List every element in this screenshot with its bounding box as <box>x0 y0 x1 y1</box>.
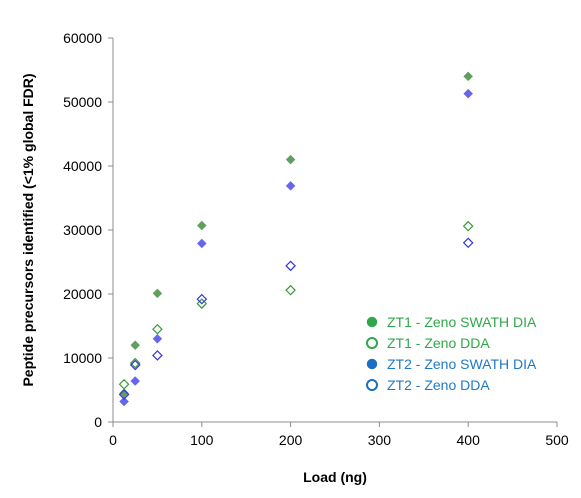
data-point-series-1 <box>130 340 141 351</box>
data-point-series-2 <box>129 357 141 369</box>
data-point-series-4 <box>118 389 130 400</box>
legend-marker <box>366 379 378 391</box>
x-tick-label: 400 <box>457 432 481 448</box>
y-axis-title: Peptide precursors identified (<1% globa… <box>20 73 36 386</box>
data-point-series-4 <box>285 260 296 272</box>
data-point-series-4 <box>152 350 163 361</box>
data-point-series-3 <box>285 180 296 191</box>
legend-label: ZT1 - Zeno DDA <box>387 335 490 351</box>
x-tick-label: 300 <box>368 432 392 448</box>
legend-label: ZT2 - Zeno SWATH DIA <box>387 356 537 372</box>
legend: ZT1 - Zeno SWATH DIA ZT1 - Zeno DDA ZT2 - … <box>366 314 537 393</box>
data-point-series-2 <box>152 323 163 335</box>
data-point-series-2 <box>285 284 296 296</box>
legend-label: ZT1 - Zeno SWATH DIA <box>387 314 537 330</box>
data-point-series-1 <box>285 154 296 165</box>
data-points <box>118 71 474 407</box>
data-point-series-3 <box>196 238 207 249</box>
data-point-series-1 <box>152 288 163 299</box>
x-tick-label: 200 <box>279 432 303 448</box>
x-tick-label: 0 <box>109 432 117 448</box>
y-tick-label: 40000 <box>63 158 102 174</box>
y-tick-label: 0 <box>94 414 102 430</box>
data-point-series-2 <box>462 220 474 232</box>
data-point-series-2 <box>118 378 130 390</box>
y-tick-label: 60000 <box>63 30 102 46</box>
x-axis-title: Load (ng) <box>303 469 367 485</box>
data-point-series-1 <box>196 220 207 231</box>
ticks: 0 10000 20000 30000 40000 50000 60000 0 100 200 30… <box>63 30 569 448</box>
data-point-series-3 <box>463 88 474 99</box>
y-tick-label: 20000 <box>63 286 102 302</box>
x-tick-label: 500 <box>545 432 569 448</box>
data-point-series-1 <box>463 71 474 82</box>
x-tick-label: 100 <box>190 432 214 448</box>
legend-marker <box>366 337 378 349</box>
y-tick-label: 10000 <box>63 350 102 366</box>
legend-marker <box>366 316 378 328</box>
data-point-series-4 <box>196 293 208 305</box>
data-point-series-3 <box>119 396 129 407</box>
data-point-series-2 <box>196 298 208 309</box>
data-point-series-4 <box>129 359 141 371</box>
data-point-series-3 <box>130 376 141 386</box>
y-tick-label: 50000 <box>63 94 102 110</box>
legend-label: ZT2 - Zeno DDA <box>387 377 490 393</box>
legend-marker <box>366 358 378 370</box>
data-point-series-4 <box>462 237 474 249</box>
y-tick-label: 30000 <box>63 222 102 238</box>
data-point-series-3 <box>152 333 163 344</box>
